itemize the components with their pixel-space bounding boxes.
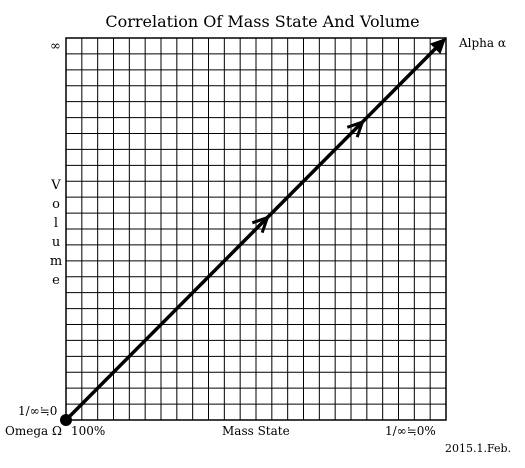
- origin-label: Omega Ω: [5, 424, 62, 438]
- y-axis-title-letter: o: [52, 197, 60, 212]
- chart-frame: [65, 37, 447, 421]
- arrowhead-intermediate: [346, 119, 365, 138]
- origin-dot: [60, 414, 72, 426]
- y-axis-bottom-label: 1/∞≒0: [18, 404, 58, 418]
- x-axis-left-label: 100%: [71, 424, 106, 438]
- diagram-title: Correlation Of Mass State And Volume: [105, 12, 420, 31]
- x-axis-center-label: Mass State: [222, 424, 290, 438]
- end-label: Alpha α: [459, 36, 506, 50]
- arrowhead-end: [429, 38, 446, 55]
- date-label: 2015.1.Feb.: [445, 442, 512, 455]
- y-axis-title-letter: e: [52, 273, 60, 288]
- y-axis-title-letter: m: [49, 254, 63, 269]
- arrowhead-intermediate: [251, 215, 270, 234]
- grid: [66, 38, 446, 420]
- diagonal-arrow: [64, 38, 446, 422]
- x-axis-right-label: 1/∞≒0%: [385, 424, 436, 438]
- arrow-shaft: [64, 38, 446, 422]
- y-axis-title-letter: V: [51, 178, 61, 193]
- y-axis-title-letter: l: [53, 216, 59, 231]
- y-axis-top-label: ∞: [50, 39, 61, 54]
- y-axis-title-letter: u: [51, 235, 61, 250]
- y-axis-title: V o l u m e: [49, 176, 63, 290]
